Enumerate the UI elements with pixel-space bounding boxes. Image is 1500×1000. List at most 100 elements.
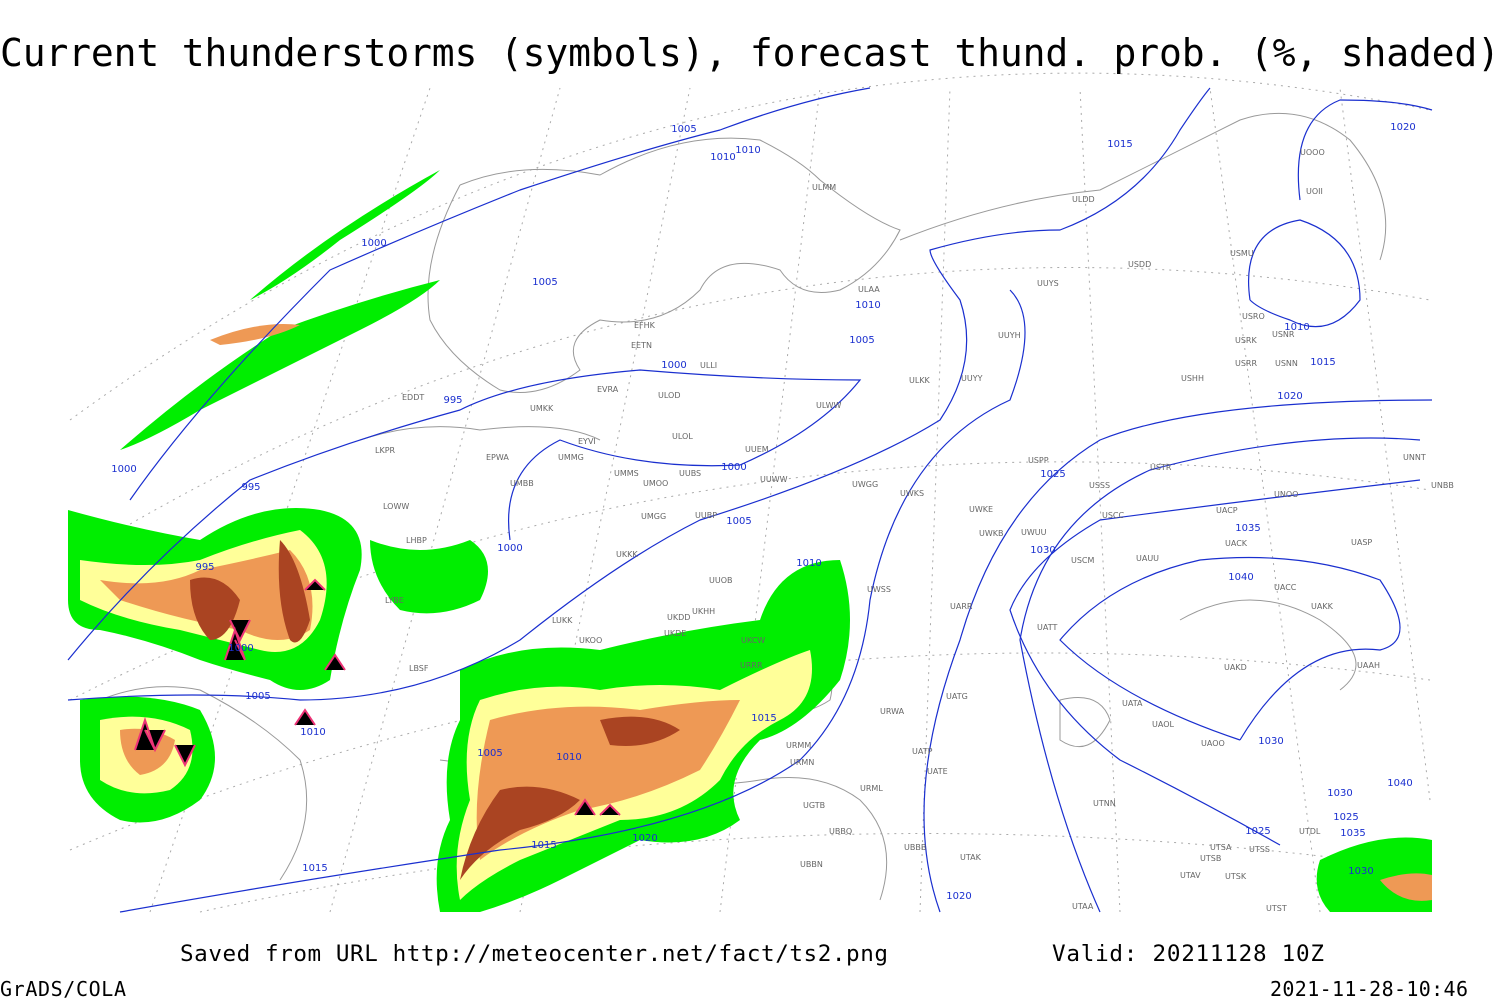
- station-label: UATP: [912, 747, 933, 756]
- station-label: UKCW: [741, 636, 765, 645]
- station-label: UBBN: [800, 860, 823, 869]
- isobar-label: 1025: [1333, 812, 1358, 823]
- isobar-label: 1000: [661, 360, 686, 371]
- isobar-label: 1015: [531, 840, 556, 851]
- station-label: URWA: [880, 707, 905, 716]
- station-label: UWKE: [969, 505, 993, 514]
- station-label: ULWW: [816, 401, 841, 410]
- station-label: LBSF: [409, 664, 429, 673]
- software: GrADS/COLA: [0, 977, 126, 1000]
- station-label: URMN: [790, 758, 814, 767]
- station-label: UMMS: [614, 469, 639, 478]
- station-label: UUEM: [745, 445, 769, 454]
- station-label: UOII: [1306, 187, 1323, 196]
- station-label: UTSS: [1249, 845, 1270, 854]
- station-label: UACC: [1274, 583, 1297, 592]
- station-label: URMM: [786, 741, 811, 750]
- station-label: UUYH: [998, 331, 1021, 340]
- station-label: USHH: [1181, 374, 1204, 383]
- station-label: ULKK: [909, 376, 931, 385]
- isobar-label: 1010: [710, 152, 735, 163]
- isobar-label: 1015: [302, 863, 327, 874]
- station-label: ULAA: [858, 285, 880, 294]
- station-label: UMMG: [558, 453, 584, 462]
- station-label: LYBE: [385, 596, 404, 605]
- isobar-label: 1015: [1107, 139, 1132, 150]
- station-label: URRR: [740, 661, 763, 670]
- isobars: [67, 87, 1433, 913]
- isobar-label: 1020: [946, 891, 971, 902]
- station-label: UATA: [1122, 699, 1143, 708]
- station-label: UUBP: [695, 511, 717, 520]
- station-label: UWGG: [852, 480, 878, 489]
- station-label: UATE: [927, 767, 948, 776]
- station-label: UAKD: [1224, 663, 1247, 672]
- station-label: UBBB: [904, 843, 926, 852]
- station-label: EETN: [631, 341, 652, 350]
- isobar-label: 995: [195, 562, 214, 573]
- isobar-label: 1005: [671, 124, 696, 135]
- station-label: EPWA: [486, 453, 509, 462]
- isobar-label: 1030: [1030, 545, 1055, 556]
- isobar-labels: 1005101010101000100510101005100099510009…: [111, 122, 1415, 902]
- station-label: USDD: [1128, 260, 1151, 269]
- isobar-label: 1025: [1245, 826, 1270, 837]
- station-label: UAUU: [1136, 554, 1159, 563]
- probability-shading: [68, 170, 1432, 912]
- isobar-label: 1030: [1348, 866, 1373, 877]
- station-label: UAOO: [1201, 739, 1225, 748]
- station-label: EDDT: [402, 393, 424, 402]
- isobar-label: 1010: [796, 558, 821, 569]
- isobar-label: 1005: [849, 335, 874, 346]
- isobar-label: 995: [241, 482, 260, 493]
- station-label: USTR: [1150, 463, 1172, 472]
- station-label: UUYS: [1037, 279, 1059, 288]
- station-label: LKPR: [375, 446, 396, 455]
- station-label: UOOO: [1300, 148, 1325, 157]
- station-label: UTDL: [1299, 827, 1321, 836]
- station-label: USRK: [1235, 336, 1257, 345]
- isobar-label: 1015: [1310, 357, 1335, 368]
- isobar-label: 1015: [751, 713, 776, 724]
- station-label: UAAH: [1357, 661, 1380, 670]
- station-label: USPP: [1028, 456, 1049, 465]
- isobar-label: 1000: [721, 462, 746, 473]
- station-label: URML: [860, 784, 883, 793]
- station-label: UTSA: [1210, 843, 1232, 852]
- map-title: Current thunderstorms (symbols), forecas…: [0, 31, 1500, 75]
- station-label: ULLI: [700, 361, 717, 370]
- map-area: [68, 88, 1432, 912]
- station-label: USNN: [1275, 359, 1298, 368]
- station-label: UWSS: [867, 585, 891, 594]
- isobar-label: 1010: [855, 300, 880, 311]
- station-label: UMGG: [641, 512, 666, 521]
- station-label: UASP: [1351, 538, 1372, 547]
- isobar-label: 1030: [1327, 788, 1352, 799]
- station-label: UKDE: [664, 629, 686, 638]
- isobar-label: 1020: [632, 833, 657, 844]
- isobar-label: 1040: [1387, 778, 1412, 789]
- isobar-label: 1020: [1390, 122, 1415, 133]
- station-label: UATG: [946, 692, 968, 701]
- station-label: UMBB: [510, 479, 534, 488]
- station-label: USRR: [1235, 359, 1257, 368]
- station-label: UMKK: [530, 404, 554, 413]
- station-label: USCC: [1102, 511, 1125, 520]
- station-label: UACP: [1216, 506, 1238, 515]
- station-label: UNOO: [1274, 490, 1298, 499]
- station-label: EYVI: [578, 437, 596, 446]
- isobar-label: 1025: [1040, 469, 1065, 480]
- station-label: UTAV: [1180, 871, 1201, 880]
- isobar-label: 1035: [1235, 523, 1260, 534]
- station-label: UBBQ: [829, 827, 852, 836]
- station-label: USMU: [1230, 249, 1254, 258]
- station-label: EFHK: [634, 321, 656, 330]
- station-label: LHBP: [406, 536, 427, 545]
- isobar-label: 1010: [300, 727, 325, 738]
- isobar-label: 1005: [726, 516, 751, 527]
- station-label: UMOO: [643, 479, 668, 488]
- isobar-label: 1030: [1258, 736, 1283, 747]
- station-label: UARR: [950, 602, 973, 611]
- station-label: USSS: [1089, 481, 1110, 490]
- isobar-label: 1010: [735, 145, 760, 156]
